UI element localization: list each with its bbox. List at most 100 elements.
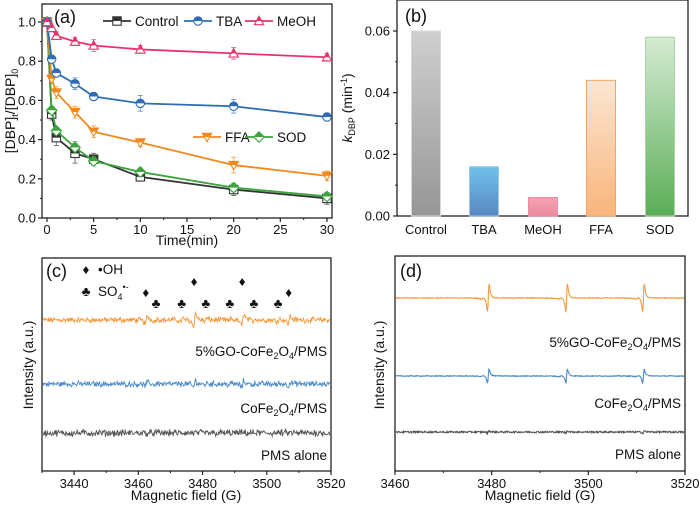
so4-peak-marker: ♣ [152, 296, 161, 311]
marker-triangle-fill [228, 161, 239, 166]
marker-diamond-fill [135, 166, 146, 172]
sample-label: 5%GO-CoFe2O4/PMS [195, 344, 327, 361]
label-part: O [632, 396, 643, 411]
x-tick-label: 3440 [60, 476, 89, 491]
y-axis-title: [DBP]t/[DBP]0 [2, 69, 20, 154]
marker-diamond-fill [228, 182, 239, 188]
so4-peak-marker: ♣ [250, 296, 259, 311]
marker-circle-fill [52, 68, 61, 73]
legend-item-control: Control [103, 14, 179, 29]
x-axis-title: Magnetic field (G) [485, 487, 595, 503]
bar-meoh [528, 197, 558, 217]
panel-c-epr-spectra: 3440 3460 3480 3500 3520 ♦♦ ♦♦♣ ♣ ♣ ♣ ♣ ♣ (c) ♦ •OH… [20, 257, 345, 503]
bar-control [411, 30, 441, 217]
label-part: O [278, 401, 289, 416]
x-tick-label: 5 [90, 222, 97, 237]
label-part: O [632, 335, 643, 350]
y-tick-label: 0.4 [18, 132, 36, 147]
marker-triangle-fill [137, 44, 143, 50]
marker-diamond-fill [253, 131, 265, 137]
label-sub: 2 [273, 408, 278, 418]
marker-circle-fill [136, 99, 145, 104]
label-part: /PMS [648, 396, 681, 411]
x-tick-label: 10 [133, 222, 147, 237]
legend-club-icon: ♣ [82, 284, 91, 299]
spectrum-pms-alone [43, 427, 331, 439]
x-tick-label: 20 [226, 222, 240, 237]
marker-triangle-fill [70, 108, 80, 113]
legend-label: FFA [225, 130, 250, 145]
marker-triangle-fill [256, 16, 262, 21]
series-tba [42, 17, 332, 122]
spectrum-cofe2o4-pms [42, 377, 331, 389]
legend-label-oh: •OH [98, 262, 123, 277]
label-sub: 4 [643, 342, 648, 352]
bar-sod [645, 36, 675, 217]
marker-diamond-fill [69, 142, 81, 148]
legend-item-sod: SOD [245, 130, 307, 145]
marker-triangle-fill [135, 138, 146, 143]
legend-label: SOD [277, 130, 307, 145]
marker-triangle-fill [324, 52, 330, 58]
legend-label: MeOH [277, 14, 316, 29]
y-tick-label: 0.6 [18, 93, 36, 108]
x-tick-label: 25 [273, 222, 287, 237]
marker-triangle-fill [49, 23, 55, 28]
label-part: /PMS [294, 344, 327, 359]
oh-peak-marker: ♦ [285, 285, 292, 300]
sample-label: 5%GO-CoFe2O4/PMS [549, 335, 681, 352]
y-axis-title: Intensity (a.u.) [20, 321, 36, 410]
bar-tba [469, 166, 499, 217]
x-tick-label: 3460 [381, 476, 410, 491]
marker-triangle-fill [202, 133, 212, 137]
marker-square-fill [112, 16, 122, 21]
marker-circle-fill [47, 55, 56, 60]
sample-label: CoFe2O4/PMS [594, 396, 681, 413]
series-sod [41, 16, 333, 203]
label-sub: 4 [118, 292, 123, 302]
panel-label: (a) [54, 7, 76, 27]
x-tick-label: 0 [43, 222, 50, 237]
legend-diamond-icon: ♦ [83, 262, 90, 277]
label-sub: 4 [643, 403, 648, 413]
x-tick-label: 3500 [574, 476, 603, 491]
legend-item-ffa: FFA [193, 130, 250, 145]
series-line [46, 21, 328, 118]
y-tick-label: 1.0 [18, 15, 36, 30]
marker-triangle-fill [91, 40, 97, 46]
legend-label: TBA [216, 14, 242, 29]
so4-peak-marker: ♣ [201, 296, 210, 311]
marker-diamond-fill [46, 105, 57, 111]
y-tick-label: 0.06 [365, 24, 390, 39]
x-axis-title: Time(min) [156, 232, 218, 248]
marker-triangle-fill [231, 48, 237, 54]
series-meoh [41, 16, 333, 62]
panel-a-kinetics-chart: 0 5 10 15 20 25 30 0.0 0.2 0.4 0.6 0.8 1.0 (a) Time(… [2, 3, 334, 248]
x-tick-label: SOD [646, 222, 674, 237]
marker-diamond-fill [321, 191, 333, 197]
x-tick-label: 3480 [477, 476, 506, 491]
y-tick-label: 0.2 [18, 171, 36, 186]
x-axis-title: Magnetic field (G) [131, 487, 241, 503]
label-sub: 4 [289, 351, 294, 361]
panel-label: (b) [405, 6, 427, 26]
so4-peak-marker: ♣ [274, 296, 283, 311]
y-tick-label: 0.02 [365, 147, 390, 162]
legend-label-so4: SO4•- [98, 282, 129, 302]
x-tick-label: 30 [320, 222, 334, 237]
y-tick-label: 0.04 [365, 85, 390, 100]
x-tick-label: Control [405, 222, 447, 237]
x-tick-label: 3460 [124, 476, 153, 491]
x-tick-label: TBA [471, 222, 497, 237]
x-tick-label: FFA [589, 222, 613, 237]
spectrum-5-go-cofe2o4-pms [395, 283, 685, 313]
y-tick-label: 0.8 [18, 54, 36, 69]
label-part: 5%GO-CoFe [195, 344, 273, 359]
sample-label: PMS alone [615, 447, 681, 462]
label-part: 5%GO-CoFe [549, 335, 627, 350]
marker-triangle-fill [51, 88, 62, 93]
x-tick-label: MeOH [524, 222, 562, 237]
marker-circle-fill [89, 92, 98, 97]
x-tick-label: 15 [180, 222, 194, 237]
